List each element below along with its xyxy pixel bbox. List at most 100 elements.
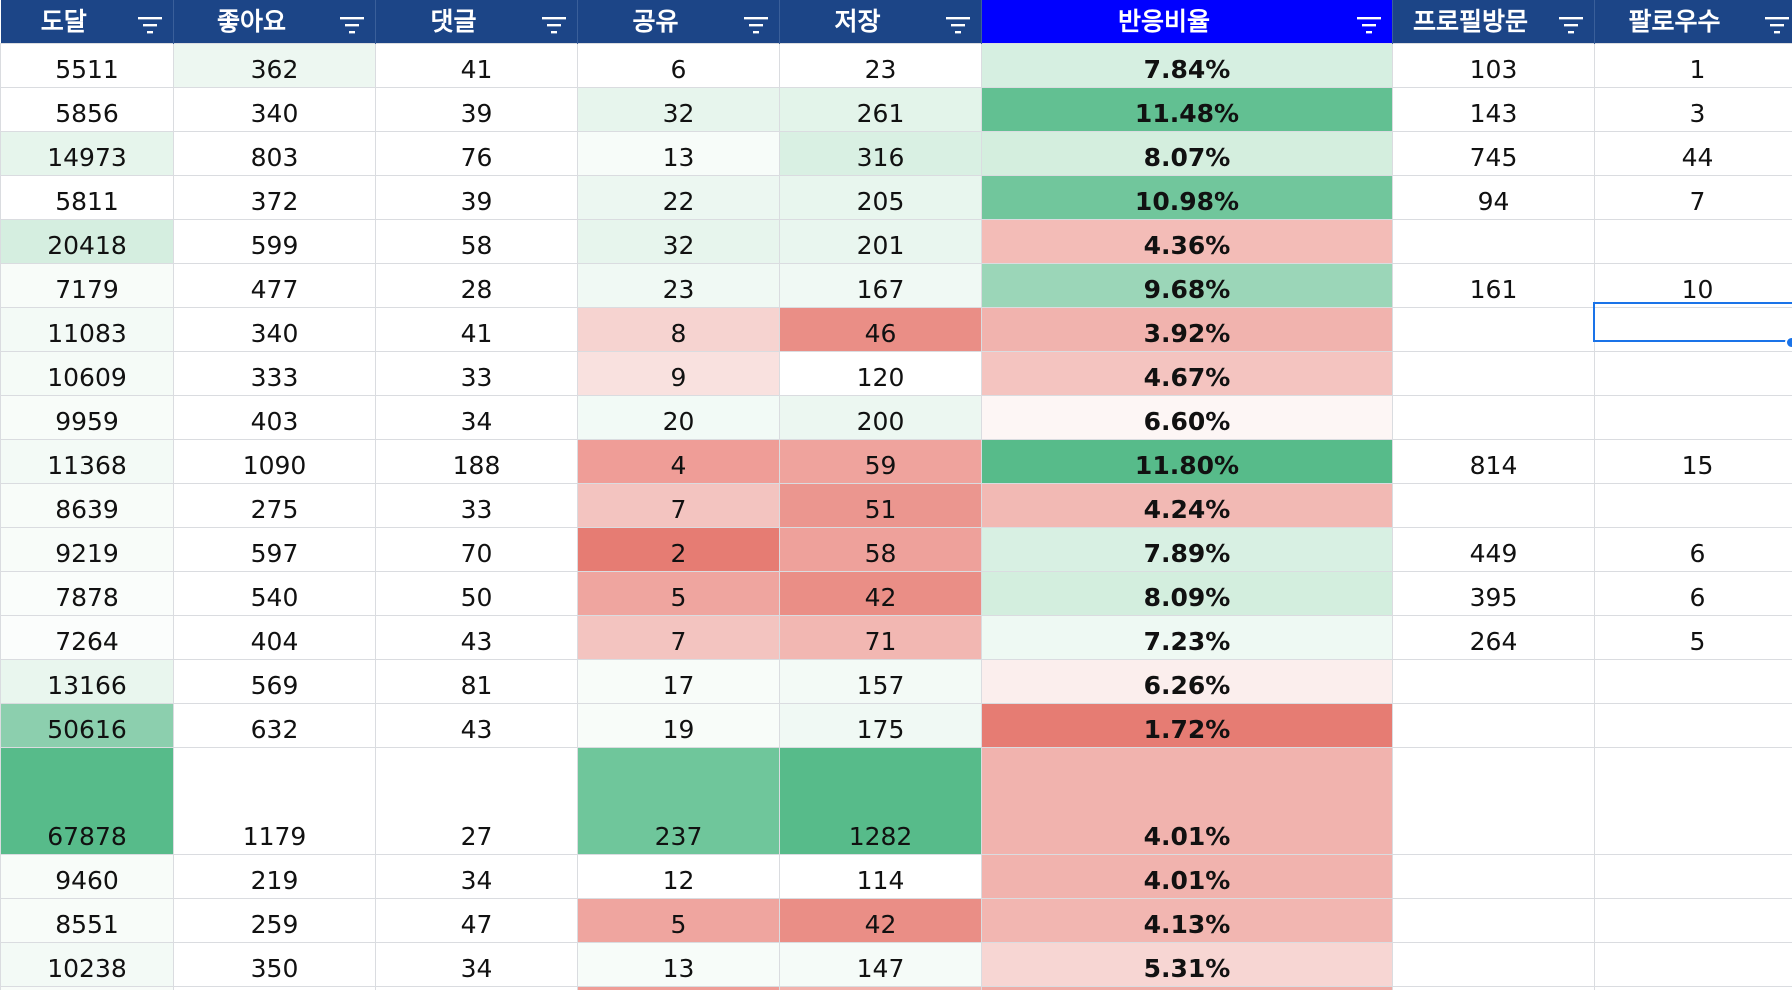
cell-profile[interactable]: 143 — [1392, 87, 1595, 132]
cell-comments[interactable]: 18 — [375, 986, 578, 990]
cell-profile[interactable]: 745 — [1392, 131, 1595, 176]
cell-reach[interactable]: 7878 — [0, 571, 174, 616]
cell-profile[interactable] — [1392, 307, 1595, 352]
cell-saves[interactable]: 1282 — [779, 747, 982, 855]
cell-shares[interactable]: 237 — [577, 747, 780, 855]
cell-comments[interactable]: 39 — [375, 175, 578, 220]
cell-profile[interactable] — [1392, 351, 1595, 396]
cell-profile[interactable]: 814 — [1392, 439, 1595, 484]
cell-likes[interactable]: 477 — [173, 263, 376, 308]
filter-icon[interactable] — [339, 12, 365, 34]
column-header-likes[interactable]: 좋아요 — [173, 0, 376, 44]
cell-likes[interactable]: 350 — [173, 942, 376, 987]
cell-shares[interactable]: 19 — [577, 703, 780, 748]
cell-reach[interactable]: 9219 — [0, 527, 174, 572]
cell-comments[interactable]: 41 — [375, 307, 578, 352]
cell-saves[interactable]: 42 — [779, 571, 982, 616]
filter-icon[interactable] — [1558, 12, 1584, 34]
cell-reach[interactable]: 14973 — [0, 131, 174, 176]
cell-shares[interactable]: 6 — [577, 43, 780, 88]
cell-rate[interactable]: 1.72% — [981, 703, 1393, 748]
cell-likes[interactable]: 362 — [173, 43, 376, 88]
cell-follows[interactable] — [1594, 942, 1792, 987]
fill-handle[interactable] — [1785, 336, 1792, 349]
cell-rate[interactable]: 9.68% — [981, 263, 1393, 308]
cell-reach[interactable]: 11368 — [0, 439, 174, 484]
cell-reach[interactable]: 7179 — [0, 263, 174, 308]
cell-shares[interactable]: 32 — [577, 87, 780, 132]
cell-comments[interactable]: 43 — [375, 615, 578, 660]
cell-profile[interactable]: 449 — [1392, 527, 1595, 572]
cell-follows[interactable]: 7 — [1594, 175, 1792, 220]
column-header-shares[interactable]: 공유 — [577, 0, 780, 44]
cell-likes[interactable]: 569 — [173, 659, 376, 704]
cell-follows[interactable]: 6 — [1594, 527, 1792, 572]
cell-comments[interactable]: 34 — [375, 854, 578, 899]
cell-follows[interactable] — [1594, 351, 1792, 396]
cell-rate[interactable]: 10.98% — [981, 175, 1393, 220]
cell-profile[interactable] — [1392, 219, 1595, 264]
filter-icon[interactable] — [743, 12, 769, 34]
cell-likes[interactable]: 372 — [173, 175, 376, 220]
cell-shares[interactable]: 5 — [577, 571, 780, 616]
cell-follows[interactable] — [1594, 395, 1792, 440]
cell-saves[interactable]: 120 — [779, 351, 982, 396]
cell-reach[interactable]: 10609 — [0, 351, 174, 396]
cell-rate[interactable]: 7.84% — [981, 43, 1393, 88]
cell-shares[interactable]: 13 — [577, 942, 780, 987]
cell-likes[interactable]: 540 — [173, 571, 376, 616]
cell-saves[interactable]: 147 — [779, 942, 982, 987]
cell-reach[interactable]: 5811 — [0, 175, 174, 220]
cell-reach[interactable]: 7264 — [0, 615, 174, 660]
cell-shares[interactable]: 4 — [577, 986, 780, 990]
cell-rate[interactable]: 7.23% — [981, 615, 1393, 660]
cell-comments[interactable]: 33 — [375, 351, 578, 396]
cell-comments[interactable]: 50 — [375, 571, 578, 616]
cell-saves[interactable]: 114 — [779, 854, 982, 899]
cell-shares[interactable]: 13 — [577, 131, 780, 176]
cell-shares[interactable]: 7 — [577, 615, 780, 660]
cell-saves[interactable]: 23 — [779, 43, 982, 88]
column-header-saves[interactable]: 저장 — [779, 0, 982, 44]
cell-profile[interactable]: 264 — [1392, 615, 1595, 660]
cell-shares[interactable]: 12 — [577, 854, 780, 899]
cell-comments[interactable]: 34 — [375, 395, 578, 440]
cell-follows[interactable] — [1594, 483, 1792, 528]
column-header-rate[interactable]: 반응비율 — [981, 0, 1393, 44]
cell-saves[interactable]: 316 — [779, 131, 982, 176]
cell-saves[interactable]: 157 — [779, 659, 982, 704]
cell-profile[interactable] — [1392, 659, 1595, 704]
cell-rate[interactable]: 4.67% — [981, 351, 1393, 396]
cell-shares[interactable]: 5 — [577, 898, 780, 943]
filter-icon[interactable] — [541, 12, 567, 34]
cell-profile[interactable] — [1392, 986, 1595, 990]
cell-follows[interactable]: 5 — [1594, 615, 1792, 660]
column-header-follows[interactable]: 팔로우수 — [1594, 0, 1792, 44]
cell-likes[interactable]: 403 — [173, 395, 376, 440]
cell-profile[interactable]: 395 — [1392, 571, 1595, 616]
cell-rate[interactable]: 7.89% — [981, 527, 1393, 572]
cell-follows[interactable]: 10 — [1594, 263, 1792, 308]
cell-comments[interactable]: 43 — [375, 703, 578, 748]
cell-reach[interactable]: 11083 — [0, 307, 174, 352]
cell-reach[interactable]: 9460 — [0, 854, 174, 899]
cell-likes[interactable]: 1090 — [173, 439, 376, 484]
cell-saves[interactable]: 201 — [779, 219, 982, 264]
cell-reach[interactable]: 5856 — [0, 87, 174, 132]
cell-follows[interactable]: 44 — [1594, 131, 1792, 176]
cell-profile[interactable]: 103 — [1392, 43, 1595, 88]
cell-saves[interactable]: 51 — [779, 483, 982, 528]
cell-follows[interactable]: 15 — [1594, 439, 1792, 484]
cell-profile[interactable] — [1392, 854, 1595, 899]
cell-shares[interactable]: 22 — [577, 175, 780, 220]
cell-reach[interactable]: 5511 — [0, 43, 174, 88]
cell-likes[interactable]: 404 — [173, 615, 376, 660]
cell-saves[interactable]: 46 — [779, 307, 982, 352]
cell-rate[interactable]: 4.13% — [981, 898, 1393, 943]
cell-likes[interactable]: 259 — [173, 898, 376, 943]
cell-rate[interactable]: 4.01% — [981, 854, 1393, 899]
cell-rate[interactable]: 3.40% — [981, 986, 1393, 990]
cell-saves[interactable]: 62 — [779, 986, 982, 990]
cell-profile[interactable] — [1392, 747, 1595, 855]
cell-profile[interactable] — [1392, 942, 1595, 987]
